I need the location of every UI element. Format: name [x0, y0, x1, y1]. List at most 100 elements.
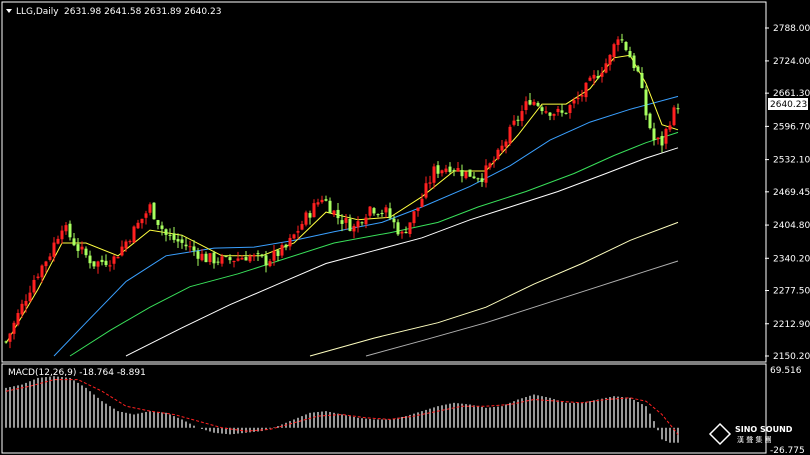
candle-body	[268, 261, 272, 267]
candle-body	[532, 101, 536, 105]
candle-body	[92, 261, 96, 267]
candle-body	[480, 178, 484, 182]
candle-body	[24, 300, 28, 306]
candle-body	[36, 276, 40, 278]
candle-body	[132, 226, 136, 243]
candle-body	[564, 112, 568, 114]
main-panel-border	[1, 1, 767, 363]
candle-body	[608, 54, 612, 65]
candle-body	[216, 261, 220, 263]
candle-body	[280, 244, 284, 256]
price-tick-label: 2532.10	[773, 156, 810, 166]
candle-body	[272, 250, 276, 261]
candle-body	[616, 39, 620, 45]
watermark-sub: 漢 聲 集 團	[737, 435, 772, 444]
current-price-label: 2640.23	[770, 100, 807, 110]
current-price-marker: 2640.23	[768, 98, 808, 110]
candle-body	[356, 221, 360, 228]
candle-body	[304, 212, 308, 225]
candle-body	[152, 202, 156, 220]
price-tick-label: 2596.70	[773, 122, 810, 132]
candle-body	[456, 168, 460, 172]
symbol-title: LLG,Daily	[16, 7, 59, 17]
candle-body	[636, 66, 640, 72]
candle-body	[600, 72, 604, 77]
candle-body	[52, 242, 56, 257]
dropdown-triangle-icon[interactable]	[6, 9, 12, 13]
candle-body	[168, 234, 172, 236]
candle-body	[80, 246, 84, 250]
candle-body	[620, 39, 624, 41]
macd-indicator: 69.516 -26.775	[5, 366, 805, 455]
candle-body	[340, 220, 344, 224]
candle-body	[580, 95, 584, 97]
macd-tick-label: -26.775	[770, 446, 805, 455]
candle-body	[348, 218, 352, 231]
candle-body	[108, 265, 112, 267]
candle-body	[572, 100, 576, 104]
price-axis: 2788.00 2724.00 2661.30 2596.70 2532.10 2469.…	[765, 24, 810, 362]
ma-white-line	[125, 147, 679, 357]
candle-body	[228, 257, 232, 261]
candle-body	[528, 100, 532, 105]
watermark-brand: SINO SOUND	[735, 425, 793, 434]
sino-sound-logo-icon	[708, 422, 732, 446]
candle-body	[408, 222, 412, 234]
candle-body	[664, 128, 668, 144]
candle-body	[372, 208, 376, 214]
price-tick-label: 2469.45	[773, 188, 810, 198]
candle-body	[668, 125, 672, 130]
price-tick-label: 2150.20	[773, 352, 810, 362]
candle-body	[584, 82, 588, 98]
candle-body	[468, 169, 472, 177]
candle-body	[196, 251, 200, 259]
candle-body	[128, 241, 132, 243]
candle-body	[644, 89, 648, 116]
candle-body	[360, 222, 364, 224]
candle-body	[244, 257, 248, 261]
candle-body	[8, 333, 12, 342]
candle-body	[312, 203, 316, 218]
candle-body	[552, 113, 556, 116]
candle-body	[492, 160, 496, 163]
candle-body	[364, 217, 368, 225]
candle-body	[676, 108, 680, 110]
ma-slow-line	[69, 131, 679, 357]
candle-body	[516, 119, 520, 121]
candle-body	[504, 141, 508, 147]
candle-body	[176, 239, 180, 242]
candle-body	[648, 113, 652, 129]
candle-body	[332, 210, 336, 215]
candle-body	[540, 107, 544, 112]
candle-body	[452, 170, 456, 172]
candle-body	[72, 238, 76, 246]
candle-body	[548, 112, 552, 116]
candle-body	[628, 51, 632, 58]
candle-body	[212, 252, 216, 264]
candle-body	[428, 182, 432, 184]
price-tick-label: 2661.30	[773, 89, 810, 99]
candle-body	[148, 204, 152, 213]
candle-body	[288, 237, 292, 247]
candle-body	[20, 303, 24, 315]
candle-body	[204, 253, 208, 263]
candle-body	[640, 73, 644, 88]
candle-body	[660, 135, 664, 146]
candle-body	[296, 231, 300, 233]
candle-body	[436, 165, 440, 174]
candle-body	[612, 44, 616, 57]
candle-body	[328, 200, 332, 214]
candle-body	[12, 322, 16, 334]
candle-body	[84, 248, 88, 256]
candle-body	[624, 41, 628, 51]
candle-body	[400, 231, 404, 234]
candle-body	[124, 241, 128, 249]
candle-body	[28, 292, 32, 302]
candle-body	[292, 234, 296, 239]
candle-body	[652, 128, 656, 140]
price-tick-label: 2340.20	[773, 254, 810, 264]
candle-body	[508, 126, 512, 144]
ma-long2-line	[365, 260, 679, 357]
